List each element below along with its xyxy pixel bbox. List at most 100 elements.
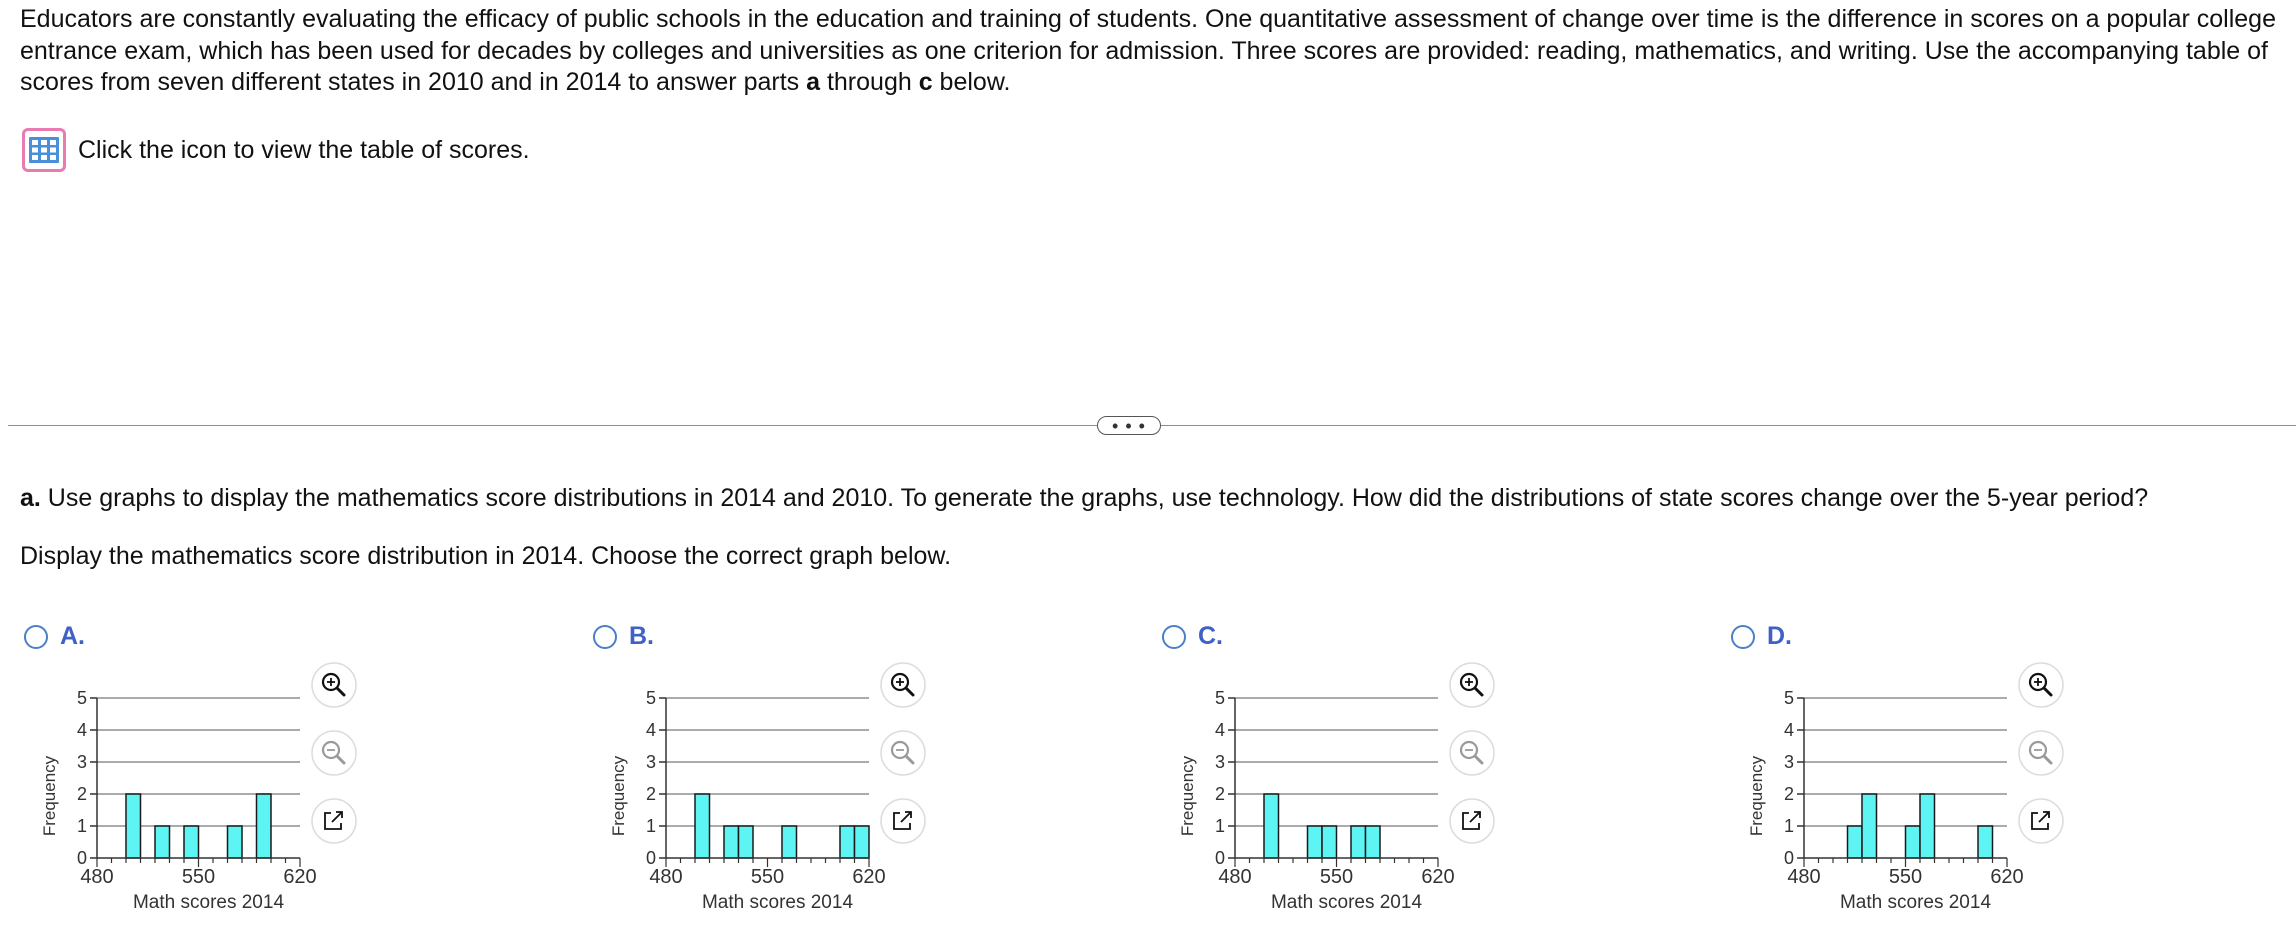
option-d: D. 0 1 2 3 4 5 480 550 620 Math scores 2014 Freque… — [1727, 618, 2287, 938]
table-link-text[interactable]: Click the icon to view the table of scor… — [78, 135, 530, 164]
y-tick-label: 0 — [1215, 848, 1225, 868]
x-axis-label: Math scores 2014 — [1840, 892, 1991, 913]
popout-icon — [1462, 812, 1480, 830]
y-axis-label: Frequency — [1747, 755, 1766, 836]
x-axis-label: Math scores 2014 — [1271, 892, 1422, 913]
question-body: Use graphs to display the mathematics sc… — [40, 484, 2149, 512]
option-d-choice[interactable]: D. — [1731, 622, 1792, 651]
histogram-bar — [723, 825, 740, 859]
option-c-radio[interactable] — [1162, 624, 1186, 649]
question-prompt: Display the mathematics score distributi… — [20, 542, 952, 570]
histogram-bar — [1861, 793, 1878, 859]
zoom-out-button[interactable] — [1449, 730, 1495, 776]
popout-button[interactable] — [880, 798, 926, 844]
histogram-option-c: 0 1 2 3 4 5 480 550 620 Math scores 2014 Frequency — [1178, 662, 1495, 913]
histogram-bar — [839, 825, 856, 859]
option-a-choice[interactable]: A. — [24, 622, 85, 651]
histogram-option-d: 0 1 2 3 4 5 480 550 620 Math scores 2014 Frequency — [1747, 662, 2064, 913]
y-tick-label: 5 — [1784, 688, 1794, 708]
zoom-in-button[interactable] — [2018, 662, 2064, 708]
x-tick-label: 620 — [283, 866, 316, 888]
zoom-out-button[interactable] — [880, 730, 926, 776]
histogram-bar — [853, 825, 870, 859]
y-tick-label: 1 — [646, 816, 656, 836]
option-a-letter: A. — [60, 622, 85, 650]
popout-button[interactable] — [1449, 798, 1495, 844]
x-axis-label: Math scores 2014 — [702, 892, 853, 913]
intro-paragraph: Educators are constantly evaluating the … — [20, 4, 2282, 99]
option-c: C. 0 1 2 3 4 5 480 550 620 Math scores 2014 Freque… — [1158, 618, 1718, 938]
y-tick-label: 5 — [646, 688, 656, 708]
popout-icon — [2031, 812, 2049, 830]
y-tick-label: 2 — [1784, 784, 1794, 804]
table-grid-icon[interactable] — [22, 128, 66, 172]
zoom-in-button[interactable] — [311, 662, 357, 708]
x-tick-label: 620 — [852, 866, 885, 888]
y-tick-label: 3 — [77, 752, 87, 772]
option-a-radio[interactable] — [24, 624, 48, 649]
histogram-bar — [226, 825, 243, 859]
y-tick-label: 1 — [1215, 816, 1225, 836]
popout-arrow — [2038, 811, 2050, 823]
zoom-in-handle — [904, 686, 915, 697]
y-tick-label: 5 — [77, 688, 87, 708]
option-c-choice[interactable]: C. — [1162, 622, 1223, 651]
x-axis-label: Math scores 2014 — [133, 892, 284, 913]
y-tick-label: 4 — [1784, 720, 1794, 740]
histogram-bar — [1364, 825, 1381, 859]
x-tick-label: 620 — [1990, 866, 2023, 888]
intro-end: below. — [932, 68, 1011, 96]
histogram-option-b: 0 1 2 3 4 5 480 550 620 Math scores 2014 Frequency — [609, 662, 926, 913]
option-c-letter: C. — [1198, 622, 1223, 650]
histogram-bar — [255, 793, 272, 859]
zoom-in-button[interactable] — [880, 662, 926, 708]
intro-text: Educators are constantly evaluating the … — [20, 5, 2276, 96]
intro-part-a: a — [806, 68, 821, 96]
histogram-bar — [694, 793, 711, 859]
x-tick-label: 480 — [649, 866, 682, 888]
popout-icon — [324, 812, 342, 830]
x-tick-label: 550 — [1320, 866, 1353, 888]
popout-button[interactable] — [311, 798, 357, 844]
option-b-letter: B. — [629, 622, 654, 650]
zoom-out-handle — [335, 754, 346, 765]
y-tick-label: 0 — [646, 848, 656, 868]
y-axis-label: Frequency — [40, 755, 59, 836]
zoom-out-button[interactable] — [2018, 730, 2064, 776]
histogram-bar — [1977, 825, 1994, 859]
histogram-bar — [1263, 793, 1280, 859]
popout-arrow — [331, 811, 343, 823]
popout-icon — [893, 812, 911, 830]
y-tick-label: 0 — [77, 848, 87, 868]
x-tick-label: 550 — [751, 866, 784, 888]
histogram-bar — [125, 793, 142, 859]
intro-part-c: c — [918, 68, 933, 96]
popout-button[interactable] — [2018, 798, 2064, 844]
option-d-radio[interactable] — [1731, 624, 1755, 649]
y-tick-label: 3 — [1784, 752, 1794, 772]
question-text: a. Use graphs to display the mathematics… — [20, 484, 2148, 513]
option-d-letter: D. — [1767, 622, 1792, 650]
option-b: B. 0 1 2 3 4 5 480 550 620 Math scores 2014 Freque… — [589, 618, 1149, 938]
y-axis-label: Frequency — [1178, 755, 1197, 836]
x-tick-label: 550 — [1889, 866, 1922, 888]
y-tick-label: 1 — [1784, 816, 1794, 836]
y-tick-label: 4 — [77, 720, 87, 740]
y-tick-label: 3 — [1215, 752, 1225, 772]
zoom-out-handle — [2042, 754, 2053, 765]
y-tick-label: 0 — [1784, 848, 1794, 868]
histogram-bar — [183, 825, 200, 859]
histogram-bar — [1321, 825, 1338, 859]
y-tick-label: 2 — [1215, 784, 1225, 804]
x-tick-label: 480 — [80, 866, 113, 888]
zoom-in-handle — [335, 686, 346, 697]
zoom-in-button[interactable] — [1449, 662, 1495, 708]
zoom-out-button[interactable] — [311, 730, 357, 776]
histogram-option-a: 0 1 2 3 4 5 480 550 620 Math scores 2014 Frequency — [40, 662, 357, 913]
option-b-choice[interactable]: B. — [593, 622, 654, 651]
expand-more-button[interactable]: • • • — [1097, 416, 1161, 435]
option-a: A. 0 1 2 3 4 5 480 550 620 Math scores 2014 Freque… — [20, 618, 580, 938]
zoom-in-handle — [1473, 686, 1484, 697]
option-b-radio[interactable] — [593, 624, 617, 649]
histogram-bar — [781, 825, 798, 859]
